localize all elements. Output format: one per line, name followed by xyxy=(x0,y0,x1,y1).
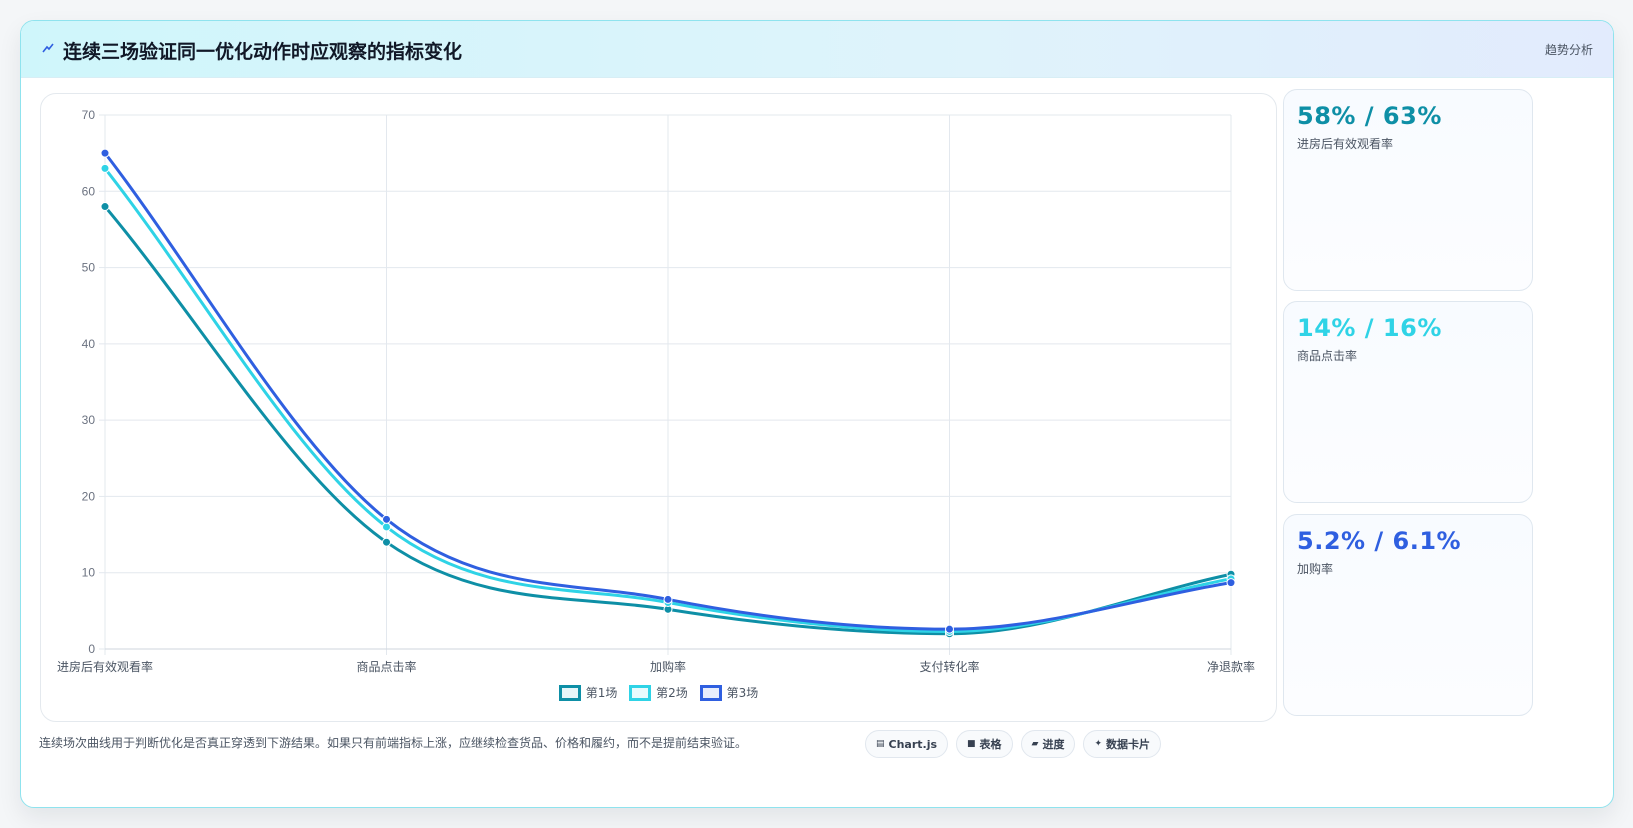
kpi-value: 14% / 16% xyxy=(1297,314,1442,342)
x-tick-label: 进房后有效观看率 xyxy=(57,659,153,674)
chip-chartjs[interactable]: ▤ Chart.js xyxy=(865,730,949,758)
kpi-label: 进房后有效观看率 xyxy=(1297,137,1394,151)
chip-label: 进度 xyxy=(1042,738,1065,751)
data-point[interactable] xyxy=(382,514,391,524)
y-tick-label: 70 xyxy=(82,108,96,122)
chart-canvas: 0 10 20 30 40 50 60 70 进房后有效观看率 商品点击率 加购率 支付转化率 净退款… xyxy=(57,108,1255,674)
y-tick-label: 40 xyxy=(82,337,96,351)
trend-icon xyxy=(42,43,54,53)
legend-label: 第3场 xyxy=(726,686,759,700)
legend-swatch xyxy=(558,684,581,701)
legend-item-series-3[interactable]: 第3场 xyxy=(699,684,759,701)
data-point[interactable] xyxy=(1226,578,1236,588)
trend-analysis-tag: 趋势分析 xyxy=(1544,43,1593,57)
page-title: 连续三场验证同一优化动作时应观察的指标变化 xyxy=(63,41,463,63)
data-card-icon: ✦ xyxy=(1094,739,1103,749)
data-point[interactable] xyxy=(100,148,110,158)
legend-item-series-1[interactable]: 第1场 xyxy=(558,684,618,701)
view-chips: ▤ Chart.js ■ 表格 ▰ 进度 ✦ 数据卡片 xyxy=(865,730,1162,758)
data-point[interactable] xyxy=(663,594,673,604)
data-point[interactable] xyxy=(945,624,954,634)
kpi-label: 加购率 xyxy=(1297,562,1334,576)
series-points xyxy=(100,148,1236,639)
x-tick-label: 商品点击率 xyxy=(356,659,416,674)
x-tick-label: 净退款率 xyxy=(1207,659,1255,674)
progress-icon: ▰ xyxy=(1031,739,1039,749)
y-tick-label: 50 xyxy=(82,261,96,275)
y-tick-label: 60 xyxy=(82,184,96,198)
y-axis-ticks: 0 10 20 30 40 50 60 70 xyxy=(82,108,96,656)
legend-swatch xyxy=(629,684,652,701)
data-point[interactable] xyxy=(100,202,110,212)
chart-icon: ▤ xyxy=(876,739,885,749)
table-icon: ■ xyxy=(967,739,976,749)
line-chart: 0 10 20 30 40 50 60 70 进房后有效观看率 商品点击率 加购率 支付转化率 净退款… xyxy=(40,93,1277,722)
chip-progress[interactable]: ▰ 进度 xyxy=(1020,730,1076,758)
legend-item-series-2[interactable]: 第2场 xyxy=(629,684,688,701)
y-tick-label: 30 xyxy=(82,413,96,427)
chip-label: 表格 xyxy=(979,738,1002,751)
legend-label: 第2场 xyxy=(656,686,688,700)
chip-data-card[interactable]: ✦ 数据卡片 xyxy=(1083,730,1162,758)
kpi-value: 58% / 63% xyxy=(1297,102,1442,130)
series-line-3 xyxy=(103,151,1233,631)
footer-note: 连续场次曲线用于判断优化是否真正穿透到下游结果。如果只有前端指标上涨，应继续检查… xyxy=(39,736,748,750)
chart-grid xyxy=(99,114,1232,655)
x-axis-ticks: 进房后有效观看率 商品点击率 加购率 支付转化率 净退款率 xyxy=(57,659,1255,674)
kpi-value: 5.2% / 6.1% xyxy=(1297,527,1462,555)
kpi-card-cart-rate: 5.2% / 6.1% 加购率 xyxy=(1283,514,1533,716)
chart-panel: 连续三场验证同一优化动作时应观察的指标变化 趋势分析 0 10 20 30 40 50 60… xyxy=(20,20,1614,808)
x-tick-label: 支付转化率 xyxy=(919,659,979,674)
data-point[interactable] xyxy=(382,537,391,547)
data-point[interactable] xyxy=(100,163,110,173)
kpi-card-view-rate: 58% / 63% 进房后有效观看率 xyxy=(1283,89,1533,291)
kpi-label: 商品点击率 xyxy=(1297,349,1358,363)
chart-legend: 第1场 第2场 第3场 xyxy=(41,684,1276,704)
legend-swatch xyxy=(699,684,722,701)
legend-label: 第1场 xyxy=(585,686,618,700)
y-tick-label: 20 xyxy=(82,489,96,503)
series-lines xyxy=(103,151,1233,636)
y-tick-label: 0 xyxy=(88,642,95,656)
chip-table[interactable]: ■ 表格 xyxy=(956,730,1013,758)
y-tick-label: 10 xyxy=(82,566,96,580)
kpi-card-click-rate: 14% / 16% 商品点击率 xyxy=(1283,301,1533,503)
chip-label: Chart.js xyxy=(888,737,938,751)
data-point[interactable] xyxy=(382,522,391,532)
chip-label: 数据卡片 xyxy=(1106,738,1151,751)
panel-header: 连续三场验证同一优化动作时应观察的指标变化 趋势分析 xyxy=(21,21,1613,78)
x-tick-label: 加购率 xyxy=(650,659,686,674)
